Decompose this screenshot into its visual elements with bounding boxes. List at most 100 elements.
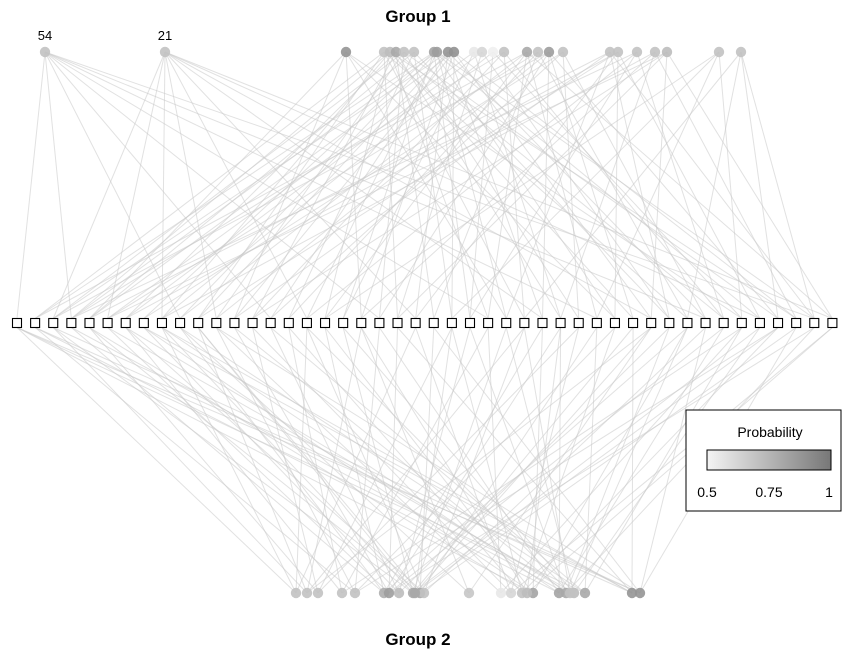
middle-square-node bbox=[718, 317, 729, 329]
edge-middle-to-group2 bbox=[234, 327, 567, 594]
edge-middle-to-group2 bbox=[398, 327, 471, 594]
edge-group1-to-middle bbox=[415, 51, 619, 319]
middle-square-node bbox=[646, 317, 657, 329]
edge-middle-to-group2 bbox=[16, 327, 641, 594]
edge-middle-to-group2 bbox=[423, 327, 525, 594]
edge-group1-to-middle bbox=[447, 51, 543, 319]
group1-node bbox=[612, 46, 624, 58]
edge-group1-to-middle bbox=[161, 51, 166, 319]
edge-middle-to-group2 bbox=[34, 327, 356, 594]
edge-middle-to-group2 bbox=[573, 327, 761, 594]
edge-middle-to-group2 bbox=[414, 327, 779, 594]
edge-group1-to-middle bbox=[617, 51, 761, 319]
edge-group1-to-middle bbox=[609, 51, 815, 319]
group1-node bbox=[398, 46, 410, 58]
middle-square-node bbox=[356, 317, 367, 329]
edge-group1-to-middle bbox=[164, 51, 833, 319]
middle-square-node bbox=[483, 317, 494, 329]
edge-group1-to-middle bbox=[395, 51, 724, 319]
edge-group1-to-middle bbox=[451, 51, 720, 319]
group1-node bbox=[498, 46, 510, 58]
middle-square-node bbox=[791, 317, 802, 329]
edge-middle-to-group2 bbox=[584, 327, 598, 594]
edge-group1-to-middle bbox=[503, 51, 725, 319]
edge-middle-to-group2 bbox=[306, 327, 425, 594]
edge-middle-to-group2 bbox=[34, 327, 560, 594]
edge-group1-to-middle bbox=[415, 51, 449, 319]
middle-square-node bbox=[392, 317, 403, 329]
middle-square-node bbox=[283, 317, 294, 329]
edge-middle-to-group2 bbox=[521, 327, 616, 594]
edge-middle-to-group2 bbox=[342, 327, 414, 594]
edge-group1-to-middle bbox=[34, 51, 528, 319]
edge-middle-to-group2 bbox=[360, 327, 470, 594]
group2-node bbox=[301, 587, 313, 599]
edge-group1-to-middle bbox=[252, 51, 668, 319]
group2-node bbox=[290, 587, 302, 599]
middle-square-node bbox=[628, 317, 639, 329]
middle-square-node bbox=[754, 317, 765, 329]
group2-node bbox=[312, 587, 324, 599]
edge-group1-to-middle bbox=[107, 51, 668, 319]
edge-group1-to-middle bbox=[252, 51, 505, 319]
edge-middle-to-group2 bbox=[565, 327, 670, 594]
edge-group1-to-middle bbox=[740, 51, 815, 319]
edge-group1-to-middle bbox=[71, 51, 505, 319]
edge-middle-to-group2 bbox=[532, 327, 543, 594]
edge-group1-to-middle bbox=[740, 51, 779, 319]
edge-middle-to-group2 bbox=[526, 327, 833, 594]
edge-group1-to-middle bbox=[523, 51, 742, 319]
edge-middle-to-group2 bbox=[71, 327, 385, 594]
edge-group1-to-middle bbox=[397, 51, 668, 319]
group1-node bbox=[390, 46, 402, 58]
middle-square-node bbox=[700, 317, 711, 329]
edge-group1-to-middle bbox=[395, 51, 435, 319]
edge-middle-to-group2 bbox=[523, 327, 571, 594]
group1-node bbox=[557, 46, 569, 58]
edge-middle-to-group2 bbox=[125, 327, 571, 594]
middle-square-node bbox=[827, 317, 838, 329]
middle-square-node bbox=[809, 317, 820, 329]
top-group-title: Group 1 bbox=[385, 7, 450, 26]
edge-group1-to-middle bbox=[397, 51, 483, 319]
edge-middle-to-group2 bbox=[354, 327, 779, 594]
edge-group1-to-middle bbox=[403, 51, 580, 319]
edge-middle-to-group2 bbox=[216, 327, 641, 594]
middle-square-node bbox=[11, 317, 23, 329]
edge-middle-to-group2 bbox=[510, 327, 580, 594]
edge-group1-to-middle bbox=[44, 51, 598, 319]
middle-square-node bbox=[193, 317, 204, 329]
edge-group1-to-middle bbox=[52, 51, 449, 319]
group2-node bbox=[349, 587, 361, 599]
edge-group1-to-middle bbox=[52, 51, 405, 319]
edge-middle-to-group2 bbox=[288, 327, 343, 594]
edge-group1-to-middle bbox=[71, 51, 438, 319]
edge-middle-to-group2 bbox=[52, 327, 414, 594]
group1-node bbox=[543, 46, 555, 58]
group1-node bbox=[735, 46, 747, 58]
edge-group1-to-middle bbox=[666, 51, 833, 319]
middle-square-node bbox=[211, 317, 222, 329]
edge-middle-to-group2 bbox=[143, 327, 400, 594]
edge-middle-to-group2 bbox=[306, 327, 525, 594]
edge-group1-to-middle bbox=[383, 51, 525, 319]
edge-middle-to-group2 bbox=[52, 327, 308, 594]
group1-node bbox=[408, 46, 420, 58]
edge-middle-to-group2 bbox=[569, 327, 688, 594]
edge-group1-to-middle bbox=[53, 51, 550, 319]
edge-group1-to-middle bbox=[44, 51, 272, 319]
edge-group1-to-middle bbox=[654, 51, 797, 319]
edge-group1-to-middle bbox=[505, 51, 611, 319]
edge-middle-to-group2 bbox=[388, 327, 399, 594]
edge-middle-to-group2 bbox=[161, 327, 297, 594]
edge-group1-to-middle bbox=[614, 51, 619, 319]
edge-group1-to-middle bbox=[324, 51, 720, 319]
middle-square-node bbox=[48, 317, 59, 329]
edge-group1-to-middle bbox=[389, 51, 797, 319]
edge-group1-to-middle bbox=[215, 51, 405, 319]
edge-group1-to-middle bbox=[548, 51, 634, 319]
middle-square-node bbox=[609, 317, 621, 329]
edge-group1-to-middle bbox=[389, 51, 634, 319]
edge-middle-to-group2 bbox=[397, 327, 633, 594]
edge-middle-to-group2 bbox=[179, 327, 586, 594]
